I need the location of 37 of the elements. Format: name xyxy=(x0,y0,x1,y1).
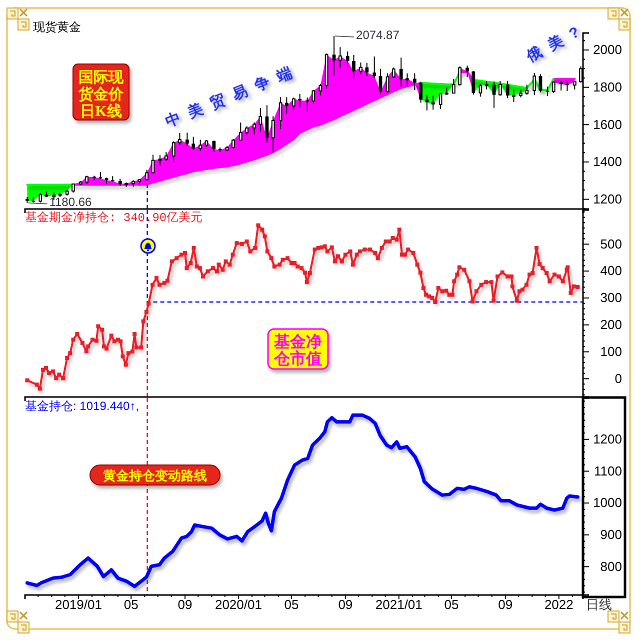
y-tick-label: 1800 xyxy=(593,79,622,94)
y-tick-label: 200 xyxy=(600,317,622,332)
x-tick-label: 09 xyxy=(178,597,192,612)
chart-title: 基金持仓: 1019.440↑, xyxy=(25,399,140,413)
y-tick-label: 1100 xyxy=(594,463,622,478)
y-tick-label: 1200 xyxy=(593,432,622,447)
chart-title: 基金期金净持仓: 340.90亿美元 xyxy=(25,210,203,225)
x-tick-label: 05 xyxy=(284,597,299,612)
text: 日线 xyxy=(586,597,612,612)
annotation: 1180.66 xyxy=(49,194,92,209)
y-tick-label: 1400 xyxy=(593,154,622,170)
y-tick-label: 800 xyxy=(600,558,622,574)
annotation: 基金净仓市值 xyxy=(273,333,322,368)
annotation: 国际现货金价日K线 xyxy=(78,70,124,120)
annotation: 俄美? xyxy=(522,18,590,66)
annotation: 黄金持仓变动路线 xyxy=(102,468,207,483)
x-tick-label: 2022 xyxy=(544,597,574,612)
annotation: 中美贸易争端 xyxy=(162,60,304,131)
y-tick-label: 400 xyxy=(600,263,622,278)
x-tick-label: 09 xyxy=(498,597,513,612)
chart-title: 现货黄金 xyxy=(33,20,81,34)
x-tick-label: 2020/01 xyxy=(214,597,262,612)
y-tick-label: 1200 xyxy=(593,191,622,206)
x-tick-label: 05 xyxy=(124,597,138,612)
y-tick-label: 2000 xyxy=(593,42,622,58)
y-tick-label: 900 xyxy=(600,527,622,542)
y-tick-label: 100 xyxy=(600,344,622,359)
x-tick-label: 05 xyxy=(444,597,459,612)
x-tick-label: 2019/01 xyxy=(54,597,102,612)
annotation: 2074.87 xyxy=(356,28,400,42)
y-tick-label: 1600 xyxy=(593,116,622,132)
y-tick-label: 1000 xyxy=(593,495,622,510)
y-tick-label: 300 xyxy=(600,290,622,306)
x-tick-label: 2021/01 xyxy=(375,597,422,612)
y-tick-label: 500 xyxy=(600,236,622,252)
y-tick-label: 0 xyxy=(614,370,622,386)
x-tick-label: 09 xyxy=(338,597,353,612)
